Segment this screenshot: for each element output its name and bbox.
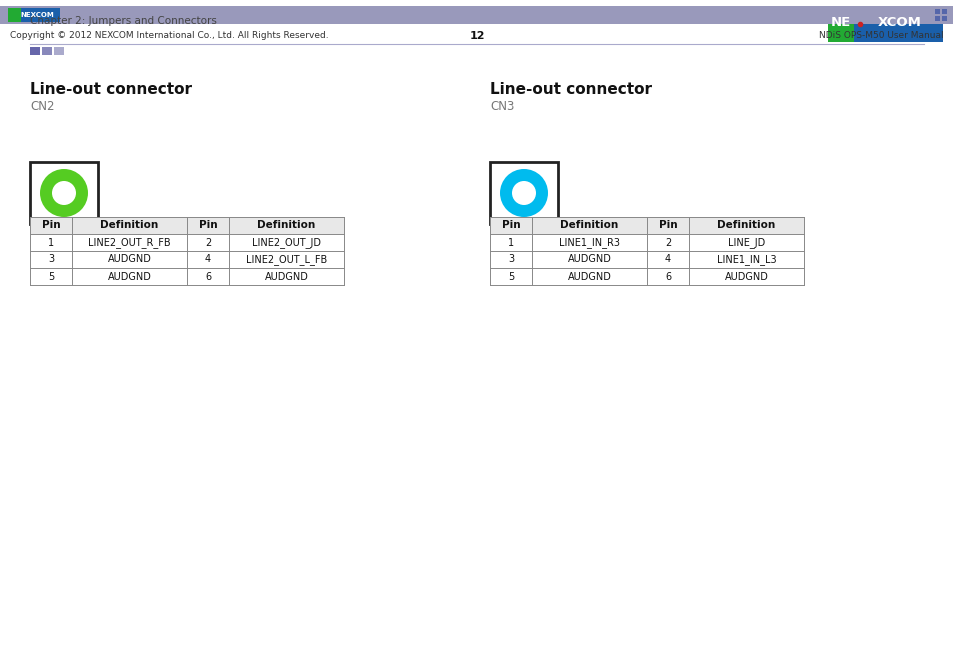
Text: 3: 3 (48, 255, 54, 265)
Text: Chapter 2: Jumpers and Connectors: Chapter 2: Jumpers and Connectors (30, 16, 216, 26)
Text: 4: 4 (664, 255, 670, 265)
Text: Definition: Definition (100, 220, 158, 230)
Bar (827, 6, 853, 42)
Bar (827, 6, 942, 42)
Text: LINE1_IN_R3: LINE1_IN_R3 (558, 237, 619, 248)
Text: 6: 6 (664, 271, 670, 282)
Text: AUDGND: AUDGND (567, 271, 611, 282)
Text: CN2: CN2 (30, 99, 54, 112)
Bar (8, 8, 21, 22)
Text: Pin: Pin (198, 220, 217, 230)
Bar (30, 162, 98, 224)
Bar (54, 47, 64, 55)
Bar (8, 8, 60, 22)
Bar (490, 251, 803, 268)
Text: NE: NE (830, 17, 850, 30)
Text: LINE2_OUT_JD: LINE2_OUT_JD (252, 237, 320, 248)
Bar (30, 217, 344, 234)
Text: AUDGND: AUDGND (723, 271, 767, 282)
Text: NDiS OPS-M50 User Manual: NDiS OPS-M50 User Manual (819, 32, 943, 40)
Bar (0, 6, 953, 24)
Text: Pin: Pin (501, 220, 519, 230)
Bar (30, 251, 344, 268)
Text: 5: 5 (507, 271, 514, 282)
Text: LINE_JD: LINE_JD (727, 237, 764, 248)
Bar (941, 9, 946, 14)
Bar (30, 234, 344, 251)
Text: AUDGND: AUDGND (108, 271, 152, 282)
Text: Pin: Pin (42, 220, 60, 230)
Text: Definition: Definition (559, 220, 618, 230)
Text: AUDGND: AUDGND (264, 271, 308, 282)
Bar (490, 268, 803, 285)
Text: 3: 3 (507, 255, 514, 265)
Text: Definition: Definition (257, 220, 315, 230)
Circle shape (52, 181, 76, 205)
Text: 1: 1 (48, 237, 54, 247)
Text: 4: 4 (205, 255, 211, 265)
Circle shape (40, 169, 88, 217)
Bar (490, 162, 558, 224)
Bar (941, 16, 946, 21)
Text: LINE2_OUT_L_FB: LINE2_OUT_L_FB (246, 254, 327, 265)
Text: CN3: CN3 (490, 99, 514, 112)
Text: 1: 1 (507, 237, 514, 247)
Circle shape (499, 169, 547, 217)
Bar (490, 217, 803, 234)
Text: Line-out connector: Line-out connector (30, 83, 192, 97)
Bar (30, 47, 40, 55)
Text: NEXCOM: NEXCOM (20, 12, 53, 18)
Text: LINE1_IN_L3: LINE1_IN_L3 (716, 254, 776, 265)
Text: 12: 12 (469, 31, 484, 41)
Bar (30, 268, 344, 285)
Text: XCOM: XCOM (877, 17, 921, 30)
Bar (934, 16, 939, 21)
Bar (934, 9, 939, 14)
Circle shape (512, 181, 536, 205)
Text: 2: 2 (205, 237, 211, 247)
Text: LINE2_OUT_R_FB: LINE2_OUT_R_FB (88, 237, 171, 248)
Text: Pin: Pin (658, 220, 677, 230)
Text: AUDGND: AUDGND (567, 255, 611, 265)
Text: Copyright © 2012 NEXCOM International Co., Ltd. All Rights Reserved.: Copyright © 2012 NEXCOM International Co… (10, 32, 328, 40)
Bar (490, 234, 803, 251)
Text: Definition: Definition (717, 220, 775, 230)
Text: 6: 6 (205, 271, 211, 282)
Text: 2: 2 (664, 237, 670, 247)
Text: Line-out connector: Line-out connector (490, 83, 651, 97)
Bar (42, 47, 52, 55)
Text: AUDGND: AUDGND (108, 255, 152, 265)
Text: 5: 5 (48, 271, 54, 282)
